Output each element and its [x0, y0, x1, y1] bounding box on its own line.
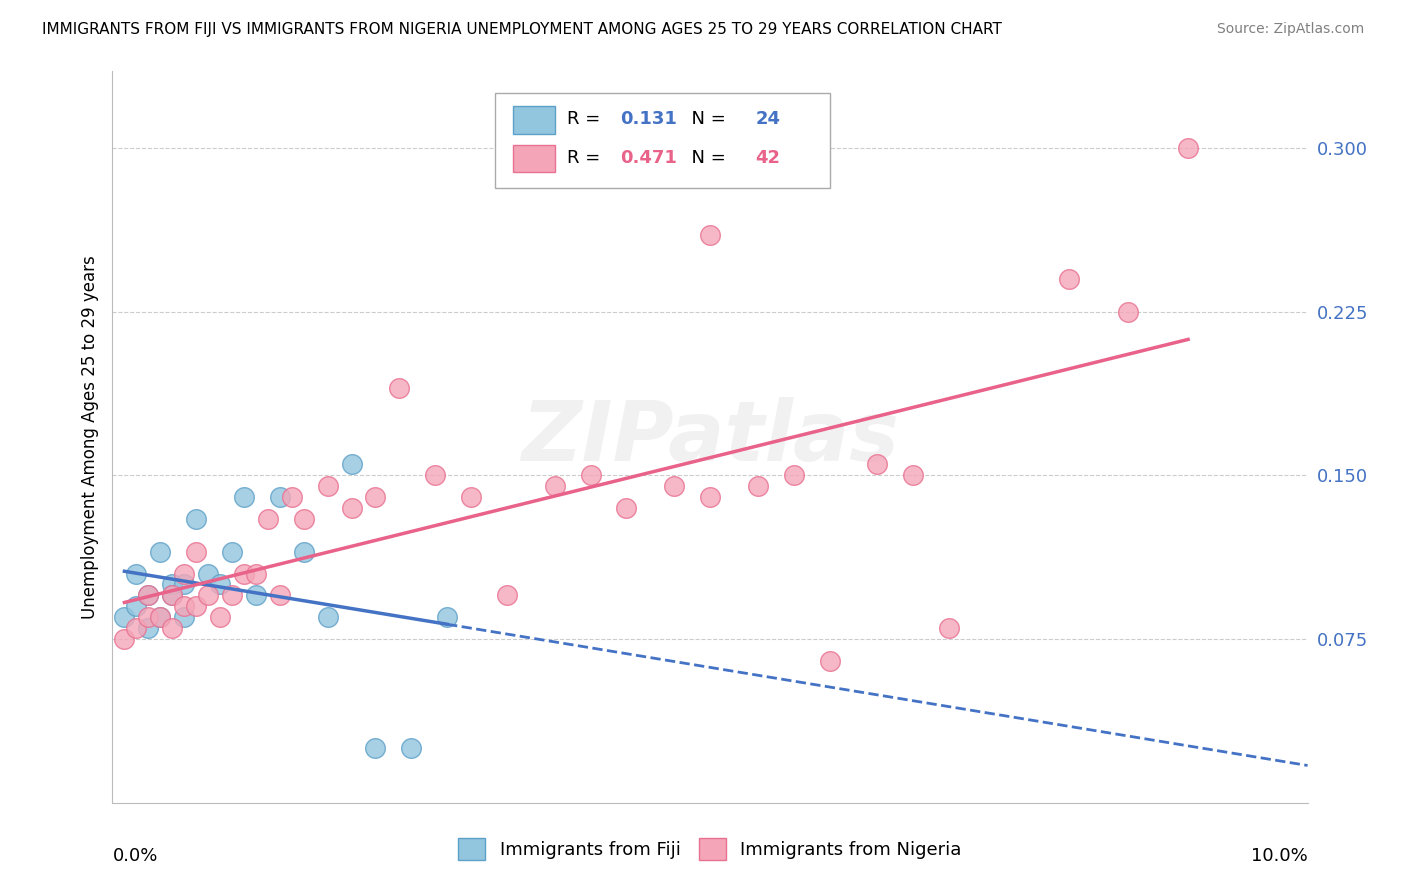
- Point: [125, 621, 148, 635]
- Point: [186, 512, 208, 526]
- Point: [197, 588, 219, 602]
- Point: [364, 741, 387, 756]
- Point: [162, 588, 183, 602]
- Point: [209, 577, 232, 591]
- Point: [162, 621, 183, 635]
- Point: [125, 599, 148, 614]
- Text: IMMIGRANTS FROM FIJI VS IMMIGRANTS FROM NIGERIA UNEMPLOYMENT AMONG AGES 25 TO 29: IMMIGRANTS FROM FIJI VS IMMIGRANTS FROM …: [42, 22, 1002, 37]
- Point: [197, 566, 219, 581]
- Bar: [495, 94, 830, 188]
- Point: [173, 566, 195, 581]
- Point: [818, 654, 841, 668]
- Text: N =: N =: [681, 110, 731, 128]
- Text: Source: ZipAtlas.com: Source: ZipAtlas.com: [1216, 22, 1364, 37]
- Point: [292, 512, 315, 526]
- Point: [316, 479, 339, 493]
- Text: ZIPatlas: ZIPatlas: [522, 397, 898, 477]
- Point: [245, 566, 267, 581]
- Text: 0.0%: 0.0%: [112, 847, 157, 864]
- Point: [425, 468, 447, 483]
- Point: [340, 501, 363, 516]
- Point: [114, 610, 135, 624]
- Point: [149, 545, 172, 559]
- Point: [186, 599, 208, 614]
- Point: [257, 512, 280, 526]
- Point: [460, 490, 482, 504]
- Point: [783, 468, 806, 483]
- Text: 0.131: 0.131: [620, 110, 678, 128]
- Point: [162, 577, 183, 591]
- Legend: Immigrants from Fiji, Immigrants from Nigeria: Immigrants from Fiji, Immigrants from Ni…: [451, 830, 969, 867]
- Point: [173, 610, 195, 624]
- Point: [866, 458, 889, 472]
- Text: 0.471: 0.471: [620, 149, 678, 167]
- Point: [903, 468, 925, 483]
- Text: R =: R =: [567, 110, 606, 128]
- Point: [436, 610, 458, 624]
- Y-axis label: Unemployment Among Ages 25 to 29 years: Unemployment Among Ages 25 to 29 years: [80, 255, 98, 619]
- Point: [149, 610, 172, 624]
- Text: 24: 24: [755, 110, 780, 128]
- Point: [616, 501, 638, 516]
- Point: [1057, 272, 1080, 286]
- Point: [281, 490, 304, 504]
- Point: [233, 566, 256, 581]
- Point: [292, 545, 315, 559]
- Point: [209, 610, 232, 624]
- Point: [173, 599, 195, 614]
- Point: [173, 577, 195, 591]
- Point: [388, 381, 411, 395]
- Point: [149, 610, 172, 624]
- Point: [496, 588, 519, 602]
- Point: [664, 479, 686, 493]
- Point: [162, 588, 183, 602]
- Point: [138, 588, 160, 602]
- Point: [233, 490, 256, 504]
- Point: [114, 632, 135, 646]
- Point: [364, 490, 387, 504]
- Point: [747, 479, 769, 493]
- Point: [579, 468, 602, 483]
- Point: [125, 566, 148, 581]
- Text: R =: R =: [567, 149, 606, 167]
- Point: [1118, 304, 1140, 318]
- Bar: [513, 106, 554, 134]
- Point: [269, 588, 291, 602]
- Point: [1177, 141, 1199, 155]
- Point: [138, 610, 160, 624]
- Point: [221, 545, 243, 559]
- Text: 10.0%: 10.0%: [1251, 847, 1308, 864]
- Bar: [513, 145, 554, 172]
- Point: [699, 490, 721, 504]
- Point: [138, 621, 160, 635]
- Point: [699, 228, 721, 243]
- Text: 42: 42: [755, 149, 780, 167]
- Text: N =: N =: [681, 149, 731, 167]
- Point: [245, 588, 267, 602]
- Point: [401, 741, 423, 756]
- Point: [316, 610, 339, 624]
- Point: [221, 588, 243, 602]
- Point: [138, 588, 160, 602]
- Point: [269, 490, 291, 504]
- Point: [938, 621, 960, 635]
- Point: [186, 545, 208, 559]
- Point: [543, 479, 565, 493]
- Point: [340, 458, 363, 472]
